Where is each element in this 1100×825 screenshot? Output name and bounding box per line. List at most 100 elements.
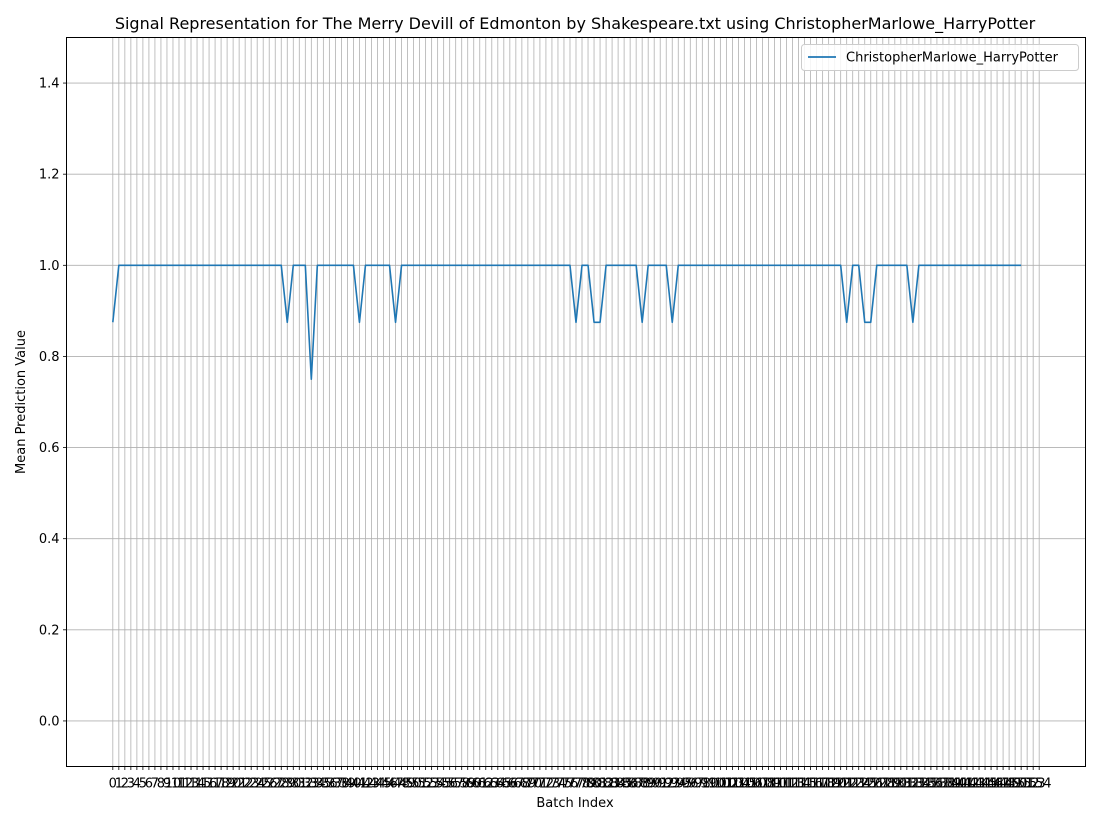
- x-tick-label: 50: [405, 777, 422, 792]
- x-tick-label: 45: [375, 777, 392, 792]
- x-tick-label: 61: [471, 777, 488, 792]
- y-axis-label: Mean Prediction Value: [14, 330, 29, 474]
- x-tick-label: 64: [490, 777, 507, 792]
- x-tick-label: 9: [163, 777, 171, 792]
- x-tick-label: 10: [165, 777, 182, 792]
- x-tick-label: 149: [997, 777, 1022, 792]
- x-tick-label: 95: [676, 777, 693, 792]
- x-tick-label: 1: [115, 777, 123, 792]
- x-tick-label: 74: [550, 777, 567, 792]
- x-tick-label: 21: [231, 777, 248, 792]
- x-tick-label: 51: [411, 777, 428, 792]
- x-tick-label: 78: [574, 777, 591, 792]
- x-tick-label: 23: [243, 777, 260, 792]
- x-tick-label: 36: [321, 777, 338, 792]
- x-tick-label: 125: [852, 777, 877, 792]
- x-tick-label: 29: [279, 777, 296, 792]
- x-tick-label: 63: [484, 777, 501, 792]
- x-tick-label: 55: [435, 777, 452, 792]
- x-tick-label: 60: [465, 777, 482, 792]
- x-tick-label: 128: [870, 777, 895, 792]
- x-tick-label: 18: [213, 777, 230, 792]
- x-tick-label: 13: [183, 777, 200, 792]
- x-tick-label: 140: [943, 777, 968, 792]
- x-tick-label: 105: [732, 777, 757, 792]
- x-tick-label: 72: [538, 777, 555, 792]
- x-tick-label: 98: [694, 777, 711, 792]
- x-tick-label: 11: [171, 777, 188, 792]
- x-tick-label: 145: [973, 777, 998, 792]
- x-tick-label: 52: [417, 777, 434, 792]
- y-tick-label: 0.2: [39, 623, 60, 638]
- x-tick-label: 147: [985, 777, 1010, 792]
- x-tick-label: 148: [991, 777, 1016, 792]
- x-tick-label: 154: [1027, 777, 1052, 792]
- x-tick-label: 54: [429, 777, 446, 792]
- x-tick-label: 57: [447, 777, 464, 792]
- x-tick-label: 103: [720, 777, 745, 792]
- x-tick-label: 47: [387, 777, 404, 792]
- x-tick-label: 137: [925, 777, 950, 792]
- x-tick-label: 92: [658, 777, 675, 792]
- x-tick-label: 85: [616, 777, 633, 792]
- x-tick-label: 39: [339, 777, 356, 792]
- x-tick-label: 40: [345, 777, 362, 792]
- x-tick-label: 151: [1009, 777, 1034, 792]
- x-tick-label: 46: [381, 777, 398, 792]
- x-axis-label: Batch Index: [536, 796, 614, 811]
- x-tick-label: 115: [792, 777, 817, 792]
- x-tick-label: 6: [145, 777, 153, 792]
- y-tick-label: 1.4: [39, 77, 60, 92]
- chart-title: Signal Representation for The Merry Devi…: [115, 14, 1036, 34]
- x-tick-label: 139: [937, 777, 962, 792]
- x-tick-label: 109: [756, 777, 781, 792]
- x-tick-label: 59: [459, 777, 476, 792]
- x-tick-label: 25: [255, 777, 272, 792]
- x-tick-label: 135: [912, 777, 937, 792]
- x-tick-label: 69: [520, 777, 537, 792]
- x-tick-label: 153: [1021, 777, 1046, 792]
- x-tick-label: 97: [688, 777, 705, 792]
- x-tick-label: 67: [508, 777, 525, 792]
- x-gridlines: [112, 37, 1040, 767]
- x-tick-label: 150: [1003, 777, 1028, 792]
- x-tick-label: 44: [369, 777, 386, 792]
- x-tick-label: 14: [189, 777, 206, 792]
- x-tick-label: 124: [846, 777, 871, 792]
- x-tick-label: 48: [393, 777, 410, 792]
- y-tick-label: 0.0: [39, 714, 60, 729]
- series-line: [112, 264, 1022, 381]
- x-tick-label: 24: [249, 777, 266, 792]
- x-tick-label: 56: [441, 777, 458, 792]
- x-tick-label: 34: [309, 777, 326, 792]
- x-tick-label: 100: [702, 777, 727, 792]
- x-tick-label: 62: [477, 777, 494, 792]
- x-tick-label: 12: [177, 777, 194, 792]
- x-tick-label: 93: [664, 777, 681, 792]
- x-tick-label: 117: [804, 777, 829, 792]
- x-tick-label: 152: [1015, 777, 1040, 792]
- x-tick-label: 38: [333, 777, 350, 792]
- x-tick-label: 41: [351, 777, 368, 792]
- x-tick-label: 58: [453, 777, 470, 792]
- legend-label: ChristopherMarlowe_HarryPotter: [846, 51, 1059, 66]
- x-tick-label: 35: [315, 777, 332, 792]
- x-tick-label: 33: [303, 777, 320, 792]
- x-tick-label: 133: [900, 777, 925, 792]
- x-tick-label: 116: [798, 777, 823, 792]
- x-tick-label: 136: [918, 777, 943, 792]
- x-tick-label: 68: [514, 777, 531, 792]
- x-tick-label: 127: [864, 777, 889, 792]
- x-tick-label: 49: [399, 777, 416, 792]
- x-tick-label: 122: [834, 777, 859, 792]
- y-tick-label: 1.2: [39, 168, 60, 183]
- x-tick-label: 142: [955, 777, 980, 792]
- x-tick-label: 118: [810, 777, 835, 792]
- x-tick-label: 4: [133, 777, 141, 792]
- x-tick-label: 126: [858, 777, 883, 792]
- x-tick-label: 146: [979, 777, 1004, 792]
- x-tick-label: 2: [121, 777, 129, 792]
- y-tick-label: 0.6: [39, 441, 60, 456]
- x-tick-label: 22: [237, 777, 254, 792]
